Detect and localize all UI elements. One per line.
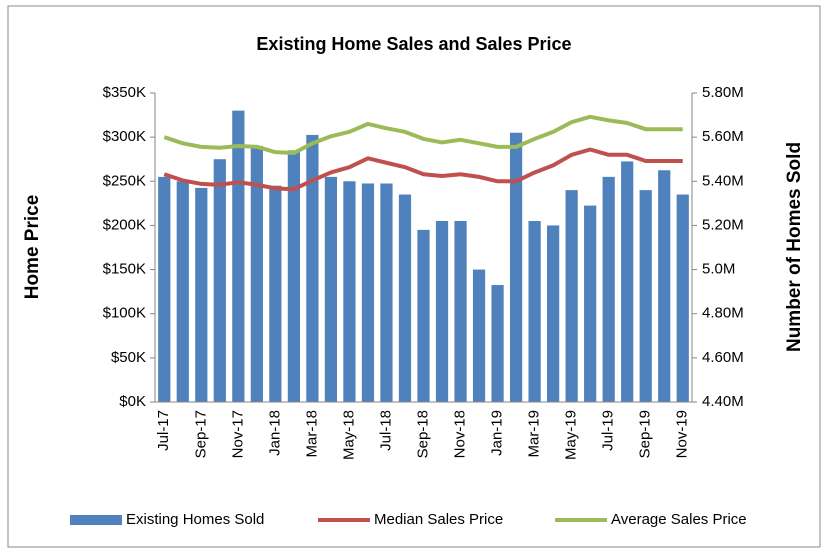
bar (417, 229, 430, 402)
line (163, 114, 683, 156)
y-tick-label: $100K (103, 305, 146, 322)
y-tick-label: $250K (103, 172, 146, 189)
line (163, 147, 683, 192)
bar (380, 183, 393, 402)
legend-label: Existing Homes Sold (126, 511, 264, 528)
y2-axis-title: Number of Homes Sold (784, 142, 805, 352)
y-tick-label: $300K (103, 128, 146, 145)
x-tick-label: May-18 (340, 410, 357, 460)
bar (658, 170, 671, 402)
bar (306, 134, 319, 402)
bar (602, 176, 615, 402)
bar (269, 185, 282, 402)
bar (324, 176, 338, 402)
bar (676, 194, 689, 402)
bar (528, 221, 541, 402)
x-tick-label: Nov-17 (229, 410, 246, 458)
x-tick-label: Mar-18 (303, 410, 320, 458)
bar (176, 181, 189, 402)
x-tick-label: Sep-18 (414, 410, 431, 458)
y2-tick-label: 5.20M (702, 216, 744, 233)
bar (565, 190, 578, 402)
y-axis-title: Home Price (22, 195, 43, 300)
y2-tick-label: 4.40M (702, 393, 744, 410)
y-tick-label: $0K (119, 393, 146, 410)
bar (639, 190, 652, 402)
y2-tick-label: 4.60M (702, 349, 744, 366)
x-tick-label: Jul-18 (377, 410, 394, 451)
y2-tick-label: 5.60M (702, 128, 744, 145)
y-tick-label: $350K (103, 84, 146, 101)
y2-tick-label: 4.80M (702, 305, 744, 322)
y-tick-label: $150K (103, 261, 146, 278)
bar (195, 187, 208, 402)
x-tick-label: Jul-19 (600, 410, 617, 451)
bar (454, 221, 467, 402)
bar (621, 161, 634, 402)
x-tick-label: Jul-17 (155, 410, 172, 451)
y2-tick-label: 5.0M (702, 261, 735, 278)
legend-label: Median Sales Price (374, 511, 503, 528)
bar (435, 221, 449, 402)
x-tick-label: Nov-18 (452, 410, 469, 458)
legend-label: Average Sales Price (611, 511, 747, 528)
x-tick-label: Sep-19 (637, 410, 654, 458)
legend-swatch (70, 515, 122, 525)
x-tick-label: Nov-19 (674, 410, 691, 458)
bar (361, 183, 375, 402)
bar (491, 285, 504, 402)
chart-title: Existing Home Sales and Sales Price (256, 34, 571, 54)
x-tick-label: Jan-19 (489, 410, 506, 456)
x-tick-label: May-19 (563, 410, 580, 460)
y2-tick-label: 5.40M (702, 172, 744, 189)
x-tick-label: Sep-17 (192, 410, 209, 458)
x-tick-label: Jan-18 (266, 410, 283, 456)
bar (343, 181, 356, 402)
bar (509, 132, 523, 402)
bar (584, 205, 597, 402)
bar (472, 269, 486, 402)
bar (287, 150, 300, 402)
bar (250, 145, 263, 402)
y2-tick-label: 5.80M (702, 84, 744, 101)
bar (547, 225, 560, 402)
bar (398, 194, 412, 402)
bar (213, 159, 226, 402)
bar (158, 176, 171, 402)
bar (232, 110, 245, 403)
x-tick-label: Mar-19 (526, 410, 543, 458)
y-tick-label: $200K (103, 216, 146, 233)
y-tick-label: $50K (111, 349, 146, 366)
